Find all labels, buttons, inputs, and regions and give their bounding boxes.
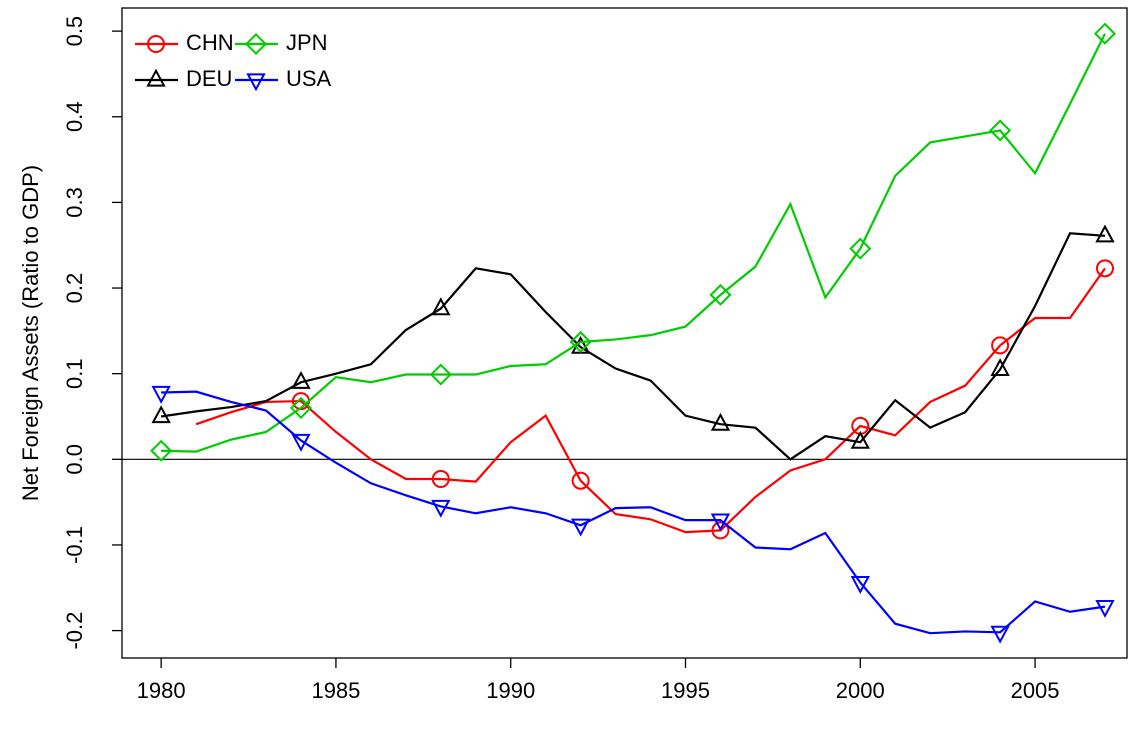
series-line <box>160 232 1106 461</box>
point-marker <box>151 405 171 424</box>
point-marker <box>711 521 730 540</box>
point-marker <box>431 499 451 518</box>
x-tick-label: 2005 <box>1011 678 1060 703</box>
legend-marker <box>244 32 268 56</box>
plot-box <box>121 7 1128 659</box>
point-marker <box>571 471 590 490</box>
point-marker <box>1095 600 1115 618</box>
x-tick-label: 1985 <box>311 678 360 703</box>
legend-marker <box>246 73 266 92</box>
y-tick-label: -0.2 <box>62 612 87 650</box>
y-tick-label: 0.4 <box>62 101 87 132</box>
point-marker <box>570 518 591 537</box>
point-marker <box>990 625 1010 644</box>
y-tick-label: 0.1 <box>62 358 87 389</box>
y-tick-label: 0.3 <box>62 187 87 218</box>
x-tick-label: 1980 <box>137 678 186 703</box>
point-marker <box>849 237 872 260</box>
y-tick-label: 0.5 <box>62 16 87 47</box>
point-marker <box>850 430 870 449</box>
legend-label: JPN <box>286 30 328 55</box>
legend-label: USA <box>286 66 332 91</box>
legend-label: CHN <box>186 30 234 55</box>
series-line <box>161 33 1106 453</box>
point-marker <box>710 412 731 431</box>
y-axis-label: Net Foreign Assets (Ratio to GDP) <box>18 165 43 501</box>
point-marker <box>291 433 311 452</box>
point-marker <box>289 396 312 419</box>
point-marker <box>429 363 452 386</box>
point-marker <box>431 297 451 316</box>
point-marker <box>569 330 592 354</box>
point-marker <box>1093 22 1116 45</box>
point-marker <box>150 439 173 462</box>
point-marker <box>850 576 870 594</box>
point-marker <box>989 119 1012 142</box>
x-tick-label: 1995 <box>661 678 710 703</box>
point-marker <box>709 283 732 306</box>
point-marker <box>1095 224 1115 243</box>
point-marker <box>431 470 450 489</box>
x-tick-label: 2000 <box>836 678 885 703</box>
point-marker <box>1095 259 1114 278</box>
point-marker <box>151 385 171 404</box>
point-marker <box>990 358 1010 376</box>
point-marker <box>710 513 731 532</box>
x-tick-label: 1990 <box>486 678 535 703</box>
y-tick-label: -0.1 <box>62 526 87 564</box>
legend-label: DEU <box>186 66 232 91</box>
series-line <box>195 267 1106 534</box>
legend-marker <box>147 35 165 53</box>
point-marker <box>291 370 311 389</box>
y-tick-label: 0.2 <box>62 273 87 304</box>
y-tick-label: 0.0 <box>62 444 87 475</box>
legend-marker <box>146 68 166 87</box>
point-marker <box>991 336 1010 355</box>
series-line <box>161 390 1106 635</box>
